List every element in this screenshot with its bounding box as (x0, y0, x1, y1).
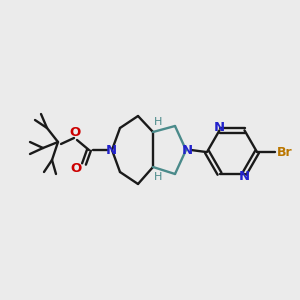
Text: H: H (154, 117, 162, 127)
Text: Br: Br (277, 146, 293, 158)
Text: N: N (214, 121, 225, 134)
Text: N: N (105, 143, 117, 157)
Text: H: H (154, 172, 162, 182)
Text: O: O (70, 163, 82, 176)
Text: N: N (239, 170, 250, 183)
Text: O: O (69, 125, 81, 139)
Text: N: N (182, 143, 193, 157)
